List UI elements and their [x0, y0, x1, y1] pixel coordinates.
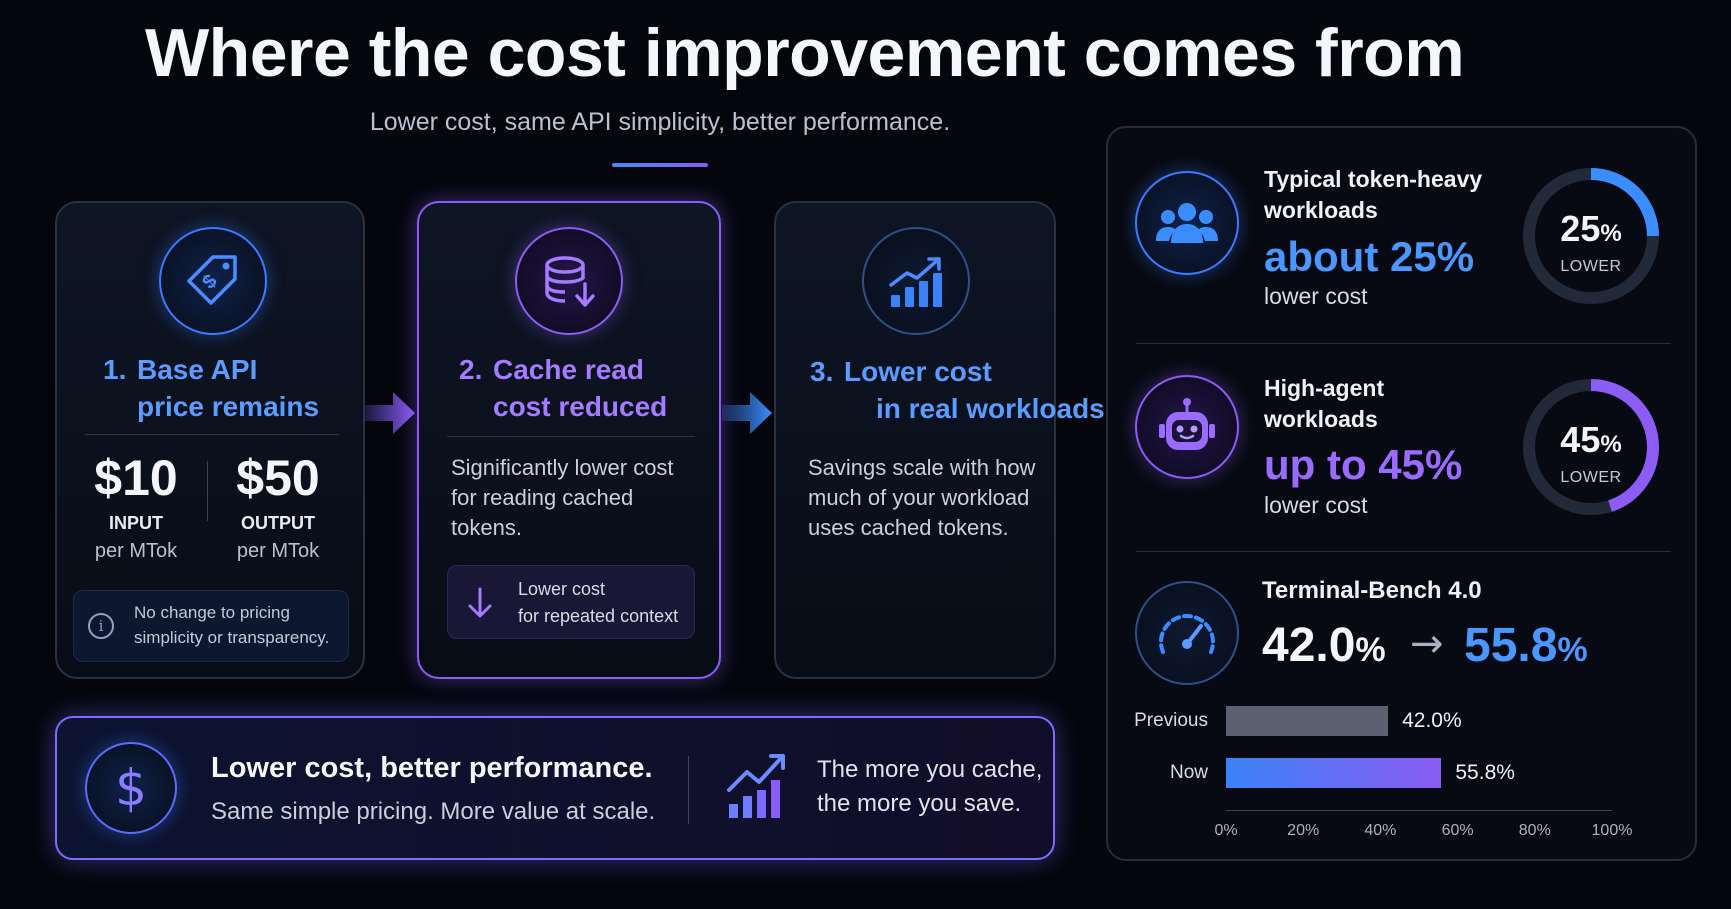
step-body-line1: Savings scale with how — [808, 455, 1036, 480]
panel-divider — [1136, 551, 1671, 552]
title-divider — [612, 163, 708, 167]
arrow-down-icon — [468, 587, 492, 618]
growth-chart-icon — [727, 754, 785, 818]
note-line2: for repeated context — [518, 606, 679, 626]
ring-label: LOWER — [1560, 258, 1622, 275]
arrow-right-icon — [365, 392, 415, 434]
benchmark-to: 55.8% — [1464, 619, 1588, 672]
step-divider — [85, 434, 339, 435]
input-unit: per MTok — [94, 540, 178, 562]
robot-icon — [1135, 375, 1239, 479]
speedometer-icon — [1135, 581, 1239, 685]
workload-title-line2: workloads — [1264, 197, 1378, 223]
ring-arc — [1523, 168, 1659, 304]
bar — [1226, 706, 1389, 736]
workload-title: Typical token-heavy workloads — [1264, 164, 1494, 226]
step-body-line2: much of your workload — [808, 485, 1030, 510]
banner-subline: Same simple pricing. More value at scale… — [211, 798, 656, 825]
benchmark-bar-chart: Previous 42.0% Now 55.8% 0% 20% 40% 60% 80% 100% — [1108, 688, 1699, 858]
results-panel: Typical token-heavy workloads about 25% … — [1106, 126, 1697, 861]
banner-headline: Lower cost, better performance. — [211, 752, 653, 784]
info-icon: i — [88, 613, 114, 639]
x-tick-label: 20% — [1287, 822, 1320, 839]
arrow-right-icon — [722, 392, 772, 434]
ring-label: LOWER — [1560, 469, 1622, 486]
database-download-icon — [515, 227, 623, 335]
step-title-line1: Cache read — [493, 354, 644, 385]
step-divider — [447, 436, 695, 437]
step-title: 2. Cache read cost reduced — [459, 351, 709, 427]
step-title-line1: Lower cost — [844, 356, 992, 387]
x-tick-label: 0% — [1214, 822, 1238, 839]
price-separator — [207, 461, 208, 521]
step-title: 3. Lower cost in real workloads — [810, 353, 1105, 429]
x-tick-label: 80% — [1518, 822, 1551, 839]
users-icon — [1135, 171, 1239, 275]
pricing-note: i No change to pricing simplicity or tra… — [73, 590, 349, 662]
input-label: INPUT — [109, 513, 163, 533]
step-body-line2: for reading cached — [451, 485, 634, 510]
step-number: 3. — [810, 356, 834, 387]
x-tick-label: 40% — [1364, 822, 1397, 839]
step-title-line2: price remains — [137, 391, 320, 422]
banner-right-line1: The more you cache, — [817, 756, 1043, 783]
workload-savings-sub: lower cost — [1264, 283, 1368, 309]
svg-text:$: $ — [198, 270, 221, 293]
workload-title: High-agent workloads — [1264, 373, 1494, 435]
bar-category-label: Previous — [1134, 710, 1208, 731]
benchmark-arrow: → — [1410, 621, 1444, 667]
step-body-line3: uses cached tokens. — [808, 515, 1009, 540]
step-title-line2: in real workloads — [876, 393, 1105, 424]
workload-title-line1: Typical token-heavy — [1264, 166, 1483, 192]
step-body-line1: Significantly lower cost — [451, 455, 674, 480]
output-label: OUTPUT — [241, 513, 315, 533]
input-price: $10 — [94, 450, 178, 506]
step-body: Significantly lower cost for reading cac… — [451, 453, 711, 543]
bar-chart-up-icon — [862, 227, 970, 335]
bar-value-label: 55.8% — [1455, 761, 1515, 784]
step-title-line2: cost reduced — [493, 391, 668, 422]
step-card-base-price: $ 1. Base API price remains $10 INPUT pe… — [55, 201, 365, 679]
benchmark-from: 42.0% — [1262, 619, 1386, 672]
step-card-real-workloads: 3. Lower cost in real workloads Savings … — [774, 201, 1105, 679]
workload-savings-sub: lower cost — [1264, 492, 1368, 518]
workload-savings: up to 45% — [1264, 441, 1463, 488]
price-tag-icon: $ — [159, 227, 267, 335]
banner-right-line2: the more you save. — [817, 790, 1022, 817]
bar — [1226, 758, 1442, 788]
output-unit: per MTok — [236, 540, 320, 562]
workload-savings: about 25% — [1264, 233, 1475, 280]
step-number: 2. — [459, 354, 483, 385]
page-subtitle: Lower cost, same API simplicity, better … — [369, 108, 951, 136]
step-number: 1. — [103, 354, 127, 385]
bar-value-label: 42.0% — [1402, 709, 1462, 732]
banner-separator — [688, 756, 689, 824]
ring-value: 25% — [1560, 208, 1622, 249]
bar-category-label: Now — [1169, 762, 1208, 783]
output-price: $50 — [236, 450, 320, 506]
step-body-line3: tokens. — [451, 515, 522, 540]
dollar-icon: $ — [85, 742, 177, 834]
note-line1: Lower cost — [518, 579, 606, 599]
note-line1: No change to pricing — [134, 603, 290, 622]
benchmark-title: Terminal-Bench 4.0 — [1262, 577, 1482, 604]
savings-ring — [1523, 168, 1659, 304]
page-title: Where the cost improvement comes from — [145, 15, 1465, 91]
step-body: Savings scale with how much of your work… — [808, 453, 1048, 543]
note-line2: simplicity or transparency. — [134, 628, 330, 647]
panel-divider — [1136, 343, 1671, 344]
step-card-cache-read: 2. Cache read cost reduced Significantly… — [417, 201, 721, 679]
workload-title-line1: High-agent — [1264, 375, 1385, 401]
x-axis-line — [1226, 810, 1612, 811]
step-title-line1: Base API — [137, 354, 258, 385]
workload-title-line2: workloads — [1264, 406, 1378, 432]
x-tick-label: 100% — [1591, 822, 1633, 839]
x-tick-label: 60% — [1441, 822, 1474, 839]
savings-ring — [1523, 379, 1659, 515]
ring-value: 45% — [1560, 419, 1622, 460]
cache-note: Lower cost for repeated context — [447, 565, 695, 639]
summary-banner: $ Lower cost, better performance. Same s… — [55, 716, 1055, 860]
ring-arc — [1523, 379, 1659, 515]
step-title: 1. Base API price remains — [103, 351, 353, 427]
